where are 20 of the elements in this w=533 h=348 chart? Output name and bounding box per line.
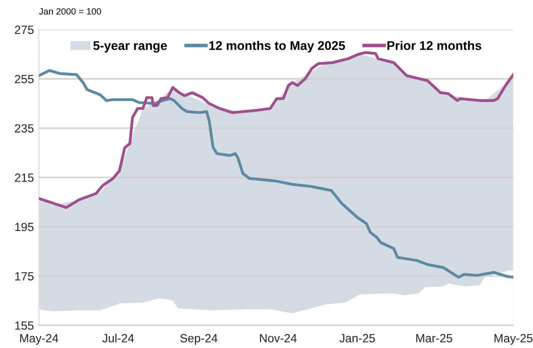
x-tick-label: Mar-25 xyxy=(416,334,452,342)
legend-label: 5-year range xyxy=(93,41,167,53)
y-tick-label: 275 xyxy=(14,26,34,34)
x-tick-label: Jan-25 xyxy=(339,334,375,342)
x-tick-label: Jul-24 xyxy=(102,334,134,342)
legend-label: 12 months to May 2025 xyxy=(209,40,346,52)
x-tick-label: May-24 xyxy=(20,334,58,345)
y-tick-label: 215 xyxy=(14,174,34,182)
x-tick-label: May-25 xyxy=(494,334,532,345)
x-tick-label: Sep-24 xyxy=(180,334,218,345)
y-tick-label: 175 xyxy=(15,272,34,280)
y-tick-label: 235 xyxy=(14,124,34,133)
y-tick-label: 195 xyxy=(15,222,34,232)
x-tick-label: Nov-24 xyxy=(260,334,297,342)
y-tick-label: 155 xyxy=(15,322,34,330)
text: Jan 2000 = 100 xyxy=(39,8,102,15)
legend-label: Prior 12 months xyxy=(387,40,482,50)
y-tick-label: 255 xyxy=(14,74,34,84)
line-series xyxy=(38,69,514,279)
line-series xyxy=(38,51,514,209)
